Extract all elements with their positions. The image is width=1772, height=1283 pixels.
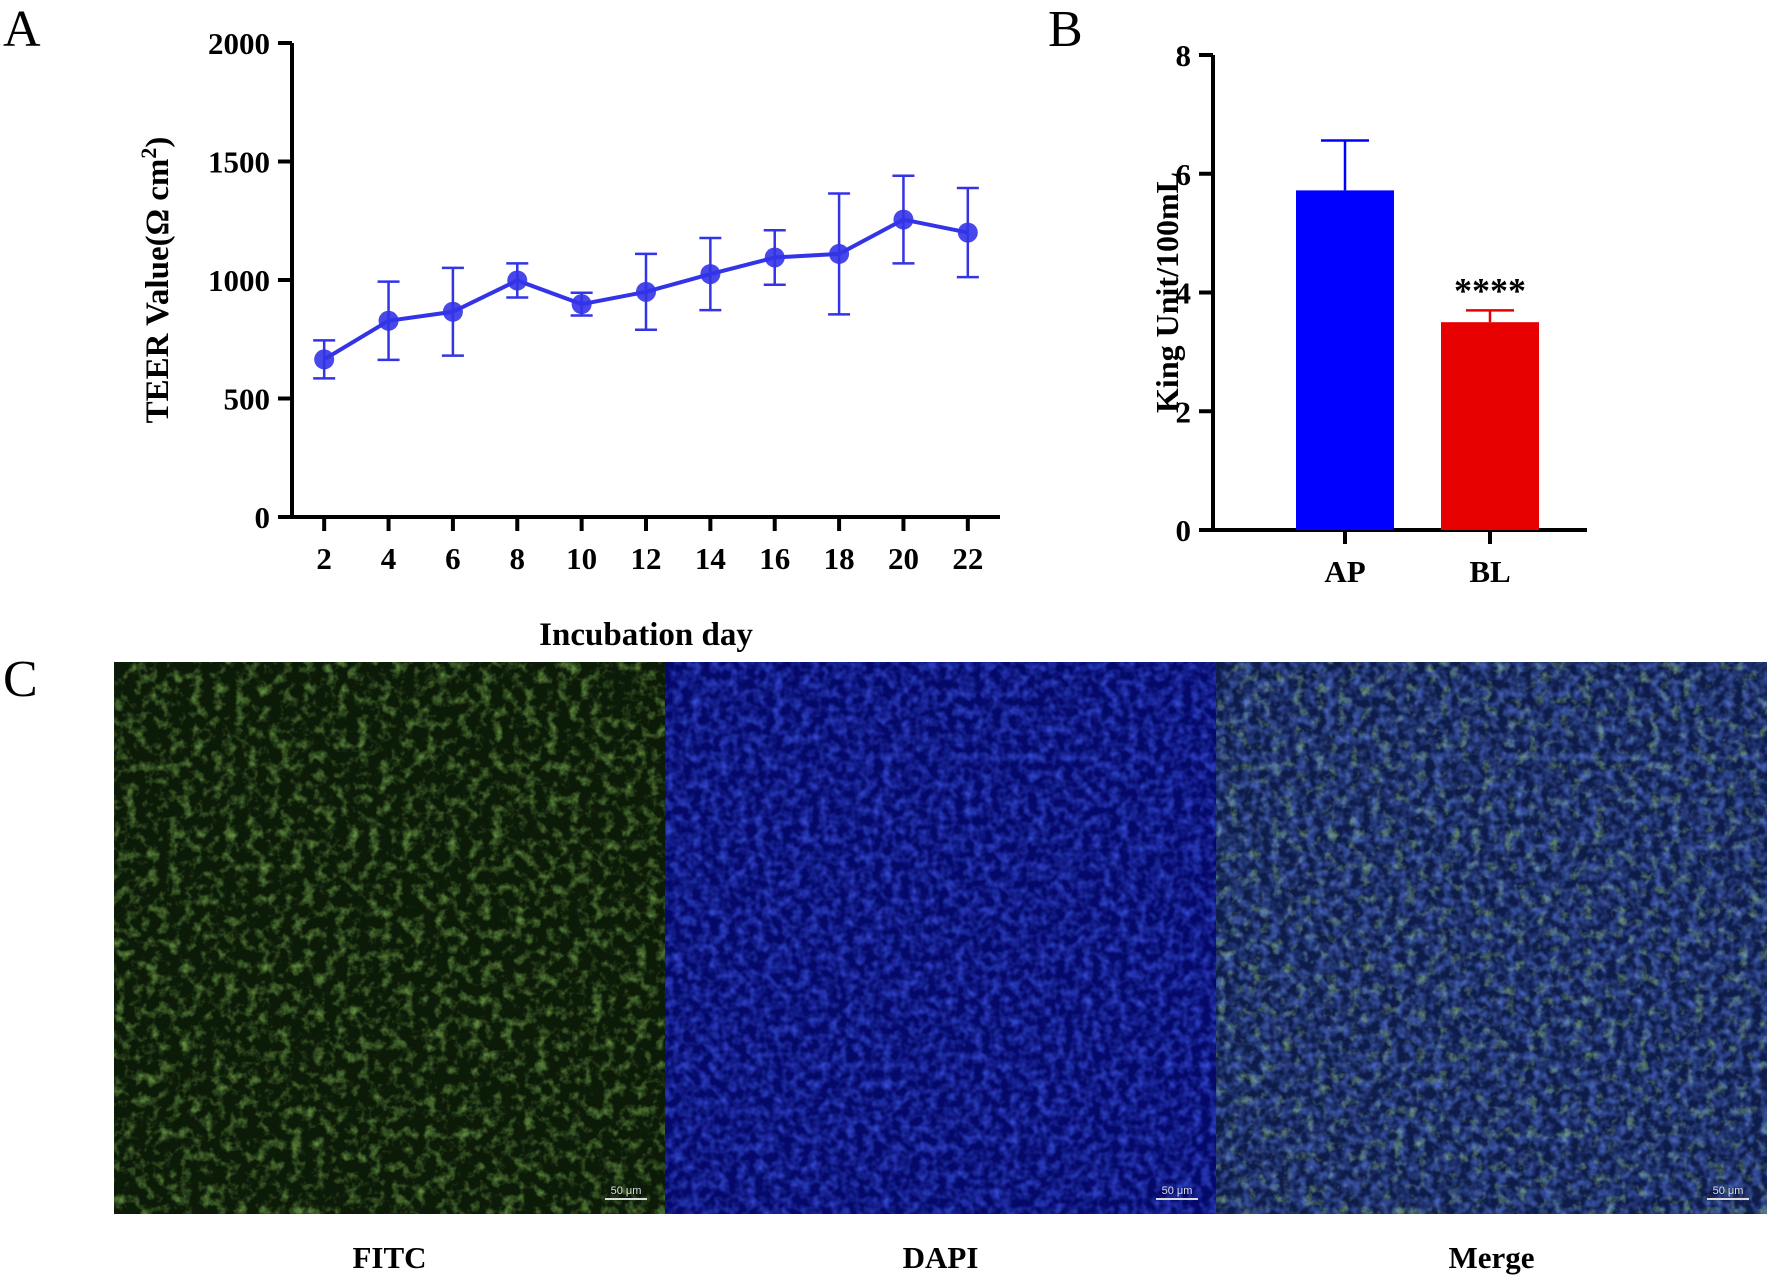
teer-line-chart: 0 500 1000 1500 2000 2 4 6 8 10 12 14 16 18 20 22 Incub… bbox=[136, 26, 1000, 653]
y-tick-label: 1500 bbox=[208, 145, 270, 180]
y-axis-label-superscript: 2 bbox=[136, 148, 161, 159]
dapi-image bbox=[665, 662, 1216, 1214]
data-point bbox=[636, 281, 656, 302]
data-point bbox=[829, 243, 850, 264]
micrograph-dapi: 50 μm bbox=[665, 662, 1216, 1214]
scale-bar-label: 50 μm bbox=[1161, 1185, 1193, 1197]
bar-bl bbox=[1441, 322, 1539, 530]
x-tick-label: 14 bbox=[695, 541, 726, 576]
data-point bbox=[442, 301, 463, 322]
micrograph-merge: 50 μm bbox=[1216, 662, 1767, 1214]
x-tick-label: 10 bbox=[566, 541, 597, 576]
scale-bar-label: 50 μm bbox=[610, 1185, 642, 1197]
x-tick-label: BL bbox=[1469, 554, 1510, 589]
y-axis-label: TEER Value(Ω cm2) bbox=[136, 137, 176, 424]
caption-fitc: FITC bbox=[352, 1240, 427, 1275]
merge-image bbox=[1216, 662, 1767, 1214]
data-point bbox=[314, 349, 335, 370]
caption-merge: Merge bbox=[1448, 1240, 1535, 1275]
data-point bbox=[571, 294, 592, 315]
x-tick-label: 16 bbox=[759, 541, 790, 576]
data-point bbox=[764, 247, 785, 268]
y-tick-label: 500 bbox=[224, 382, 271, 417]
scale-bar: 50 μm bbox=[605, 1185, 647, 1200]
panel-label-b: B bbox=[1048, 1, 1083, 58]
x-tick-label: 12 bbox=[631, 541, 662, 576]
panel-label-a: A bbox=[3, 1, 41, 58]
data-point bbox=[507, 270, 528, 291]
significance-marker: **** bbox=[1454, 270, 1526, 310]
y-tick-label: 8 bbox=[1176, 38, 1192, 73]
data-point bbox=[378, 310, 399, 331]
fitc-image bbox=[114, 662, 665, 1214]
scale-bar-label: 50 μm bbox=[1712, 1185, 1744, 1197]
x-tick-label: 4 bbox=[381, 541, 397, 576]
y-axis-label-main: TEER Value(Ω cm bbox=[140, 159, 176, 424]
x-tick-label: AP bbox=[1324, 554, 1365, 589]
y-tick-label: 0 bbox=[1176, 513, 1192, 548]
data-point bbox=[700, 264, 721, 285]
x-tick-label: 20 bbox=[888, 541, 919, 576]
x-tick-label: 22 bbox=[952, 541, 983, 576]
x-tick-label: 6 bbox=[445, 541, 461, 576]
x-axis-label: Incubation day bbox=[539, 617, 753, 653]
scale-bar: 50 μm bbox=[1156, 1185, 1198, 1200]
y-axis-label: King Unit/100mL bbox=[1149, 172, 1185, 413]
scale-bar: 50 μm bbox=[1707, 1185, 1749, 1200]
y-axis-label-close: ) bbox=[140, 137, 176, 148]
y-tick-label: 1000 bbox=[208, 263, 270, 298]
x-tick-label: 8 bbox=[510, 541, 526, 576]
y-tick-label: 6 bbox=[1176, 157, 1192, 192]
caption-dapi: DAPI bbox=[902, 1240, 979, 1275]
data-point bbox=[893, 209, 914, 230]
data-point bbox=[957, 222, 978, 243]
y-tick-label: 4 bbox=[1176, 276, 1192, 311]
y-tick-label: 2000 bbox=[208, 26, 270, 61]
panel-label-c: C bbox=[3, 651, 38, 708]
y-tick-label: 0 bbox=[255, 500, 271, 535]
micrograph-fitc: 50 μm bbox=[114, 662, 665, 1214]
y-tick-label: 2 bbox=[1176, 394, 1192, 429]
x-tick-label: 18 bbox=[824, 541, 855, 576]
x-tick-label: 2 bbox=[316, 541, 332, 576]
bar-ap bbox=[1296, 190, 1394, 530]
